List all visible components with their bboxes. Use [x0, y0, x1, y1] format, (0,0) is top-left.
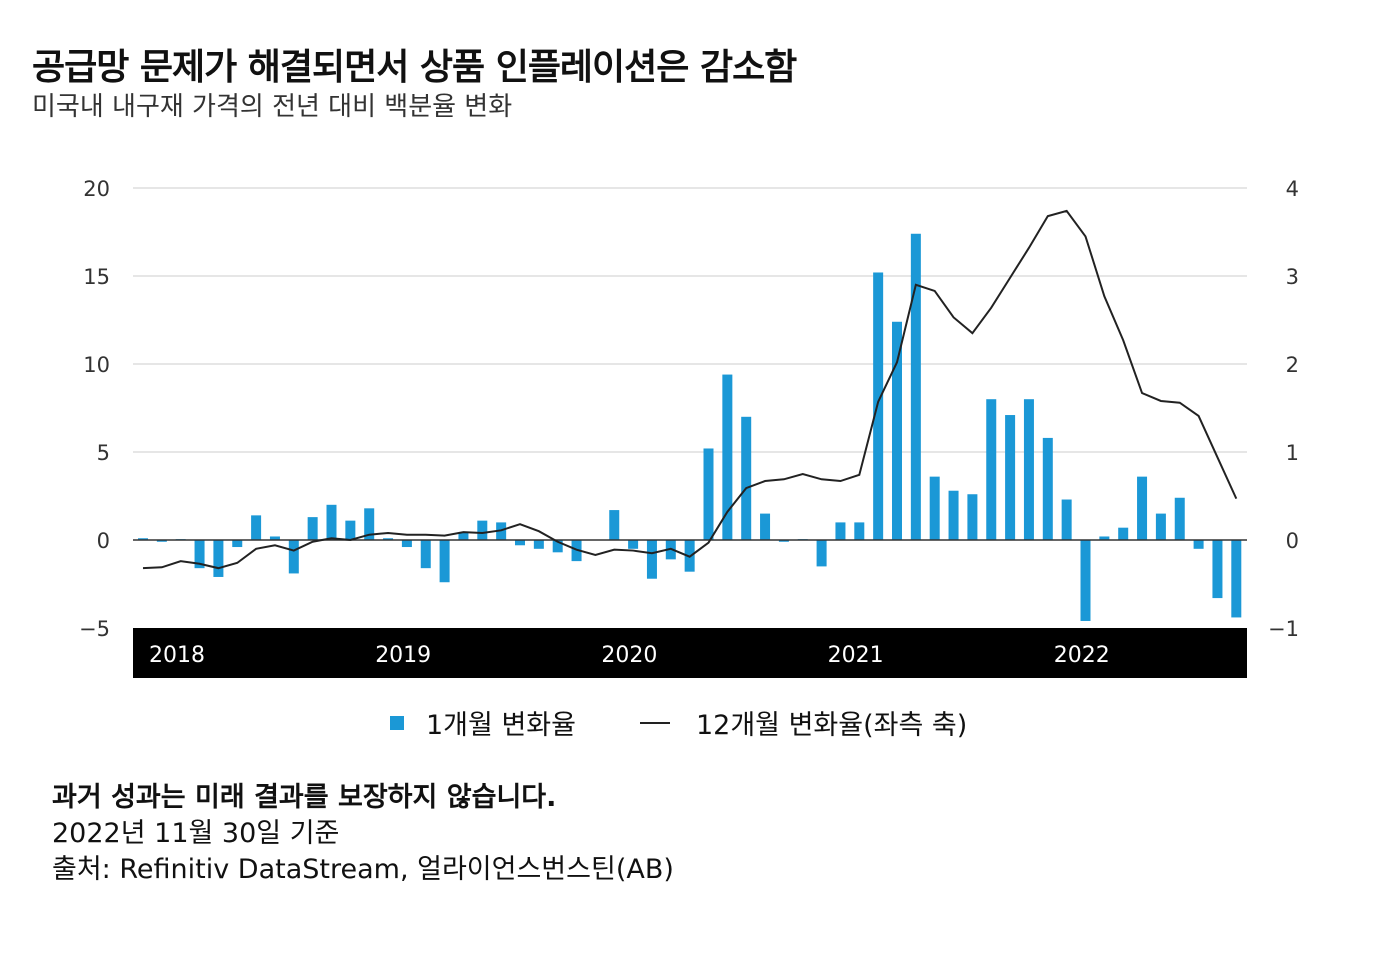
bar — [873, 272, 884, 540]
y-right-tick-label: −1 — [1268, 617, 1299, 641]
y-left-tick-label: 0 — [97, 529, 110, 553]
bar — [364, 508, 375, 540]
bar — [778, 540, 789, 542]
bar — [967, 494, 978, 540]
bar — [1174, 497, 1185, 540]
y-left-tick-label: 15 — [83, 265, 110, 289]
bar — [1212, 540, 1223, 599]
chart-title: 공급망 문제가 해결되면서 상품 인플레이션은 감소함 — [32, 47, 797, 88]
legend-bar: 1개월 변화율 — [390, 703, 576, 742]
bar — [552, 540, 563, 553]
bar — [269, 536, 280, 540]
bar — [345, 520, 356, 540]
bar — [326, 504, 337, 540]
bar — [1080, 540, 1091, 621]
bar — [213, 540, 224, 577]
bar — [533, 540, 544, 549]
bar — [1137, 476, 1148, 540]
x-axis-year-band — [133, 628, 1247, 678]
bar — [1155, 513, 1166, 540]
legend: 1개월 변화율 12개월 변화율(좌측 축) — [390, 703, 1031, 742]
x-tick-label: 2021 — [828, 643, 884, 668]
source: 출처: Refinitiv DataStream, 얼라이언스번스틴(AB) — [52, 854, 674, 885]
y-left-tick-label: 5 — [97, 441, 110, 465]
bar — [910, 233, 921, 540]
x-tick-label: 2018 — [149, 643, 205, 668]
legend-line-swatch — [639, 721, 670, 724]
y-left-tick-label: 20 — [83, 177, 110, 201]
y-right-tick-label: 4 — [1286, 177, 1299, 201]
x-tick-label: 2022 — [1054, 643, 1110, 668]
disclaimer: 과거 성과는 미래 결과를 보장하지 않습니다. — [52, 782, 557, 813]
bar — [1193, 540, 1204, 549]
bar — [251, 515, 262, 540]
bar — [232, 540, 243, 548]
bar — [816, 540, 827, 567]
bar — [138, 538, 148, 540]
legend-bar-label: 1개월 변화율 — [426, 710, 576, 741]
bar — [741, 416, 752, 540]
bar — [515, 540, 525, 546]
bar — [1042, 437, 1053, 540]
bar — [835, 522, 846, 540]
bar — [156, 540, 167, 542]
y-right-tick-label: 1 — [1286, 441, 1299, 465]
legend-bar-swatch — [390, 715, 404, 730]
bar — [760, 513, 771, 540]
bar — [194, 540, 205, 569]
bar — [1118, 527, 1129, 540]
bar — [1231, 540, 1242, 618]
y-right-tick-label: 3 — [1286, 265, 1299, 289]
bar — [1061, 499, 1072, 540]
legend-line: 12개월 변화율(좌측 축) — [639, 703, 968, 742]
bar — [1005, 415, 1016, 540]
bar — [628, 540, 639, 549]
bar — [1099, 536, 1110, 540]
line-series — [142, 209, 1238, 570]
bar — [854, 522, 865, 540]
bar — [439, 540, 450, 583]
chart-subtitle: 미국내 내구재 가격의 전년 대비 백분율 변화 — [32, 92, 513, 122]
y-left-tick-label: 10 — [83, 353, 110, 377]
y-left-tick-label: −5 — [79, 617, 110, 641]
bar — [703, 448, 714, 540]
bar — [1023, 399, 1034, 540]
bar — [646, 540, 657, 579]
y-right-tick-label: 2 — [1286, 353, 1299, 377]
bar — [477, 520, 488, 540]
as-of-date: 2022년 11월 30일 기준 — [52, 818, 340, 849]
x-tick-label: 2019 — [375, 643, 431, 668]
bar — [722, 374, 733, 540]
bar — [307, 517, 318, 540]
bar — [458, 532, 469, 540]
bar — [383, 538, 394, 540]
bar — [986, 399, 997, 540]
bar — [929, 476, 940, 540]
y-right-tick-label: 0 — [1286, 529, 1299, 553]
x-tick-label: 2020 — [601, 643, 657, 668]
bar — [288, 540, 299, 574]
bar — [401, 540, 412, 548]
bar — [892, 321, 902, 540]
bar — [948, 490, 959, 540]
legend-line-label: 12개월 변화율(좌측 축) — [695, 710, 968, 741]
bar — [420, 540, 431, 569]
bar — [609, 510, 620, 540]
